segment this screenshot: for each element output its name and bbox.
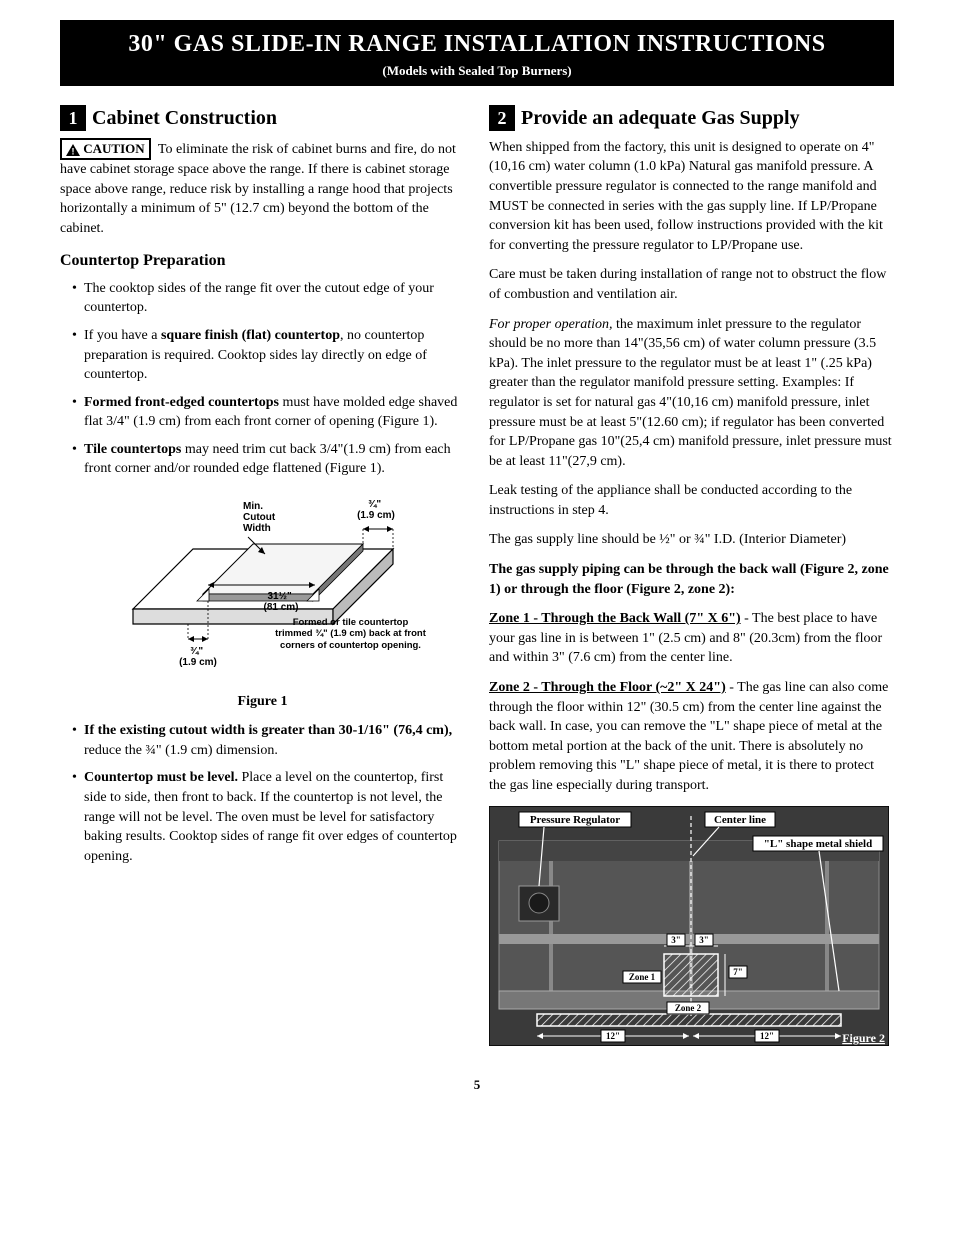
content-columns: 1 Cabinet Construction ! CAUTION To elim… bbox=[60, 104, 894, 1052]
figure-1: Min. Cutout Width ¾" (1.9 cm) 31½" (81 c… bbox=[60, 489, 465, 711]
countertop-list-2: If the existing cutout width is greater … bbox=[72, 721, 465, 866]
page-number: 5 bbox=[60, 1076, 894, 1094]
step-number-1: 1 bbox=[60, 105, 86, 131]
list-item: The cooktop sides of the range fit over … bbox=[72, 279, 465, 318]
caution-paragraph: ! CAUTION To eliminate the risk of cabin… bbox=[60, 138, 465, 239]
list-item: Tile countertops may need trim cut back … bbox=[72, 440, 465, 479]
gas-p4: Leak testing of the appliance shall be c… bbox=[489, 481, 894, 520]
gas-p6: The gas supply piping can be through the… bbox=[489, 560, 894, 599]
svg-text:!: ! bbox=[72, 146, 75, 156]
page-title: 30" GAS SLIDE-IN RANGE INSTALLATION INST… bbox=[60, 28, 894, 62]
fig1-min-cutout: Min. Cutout Width bbox=[243, 501, 278, 534]
fig1-dim-34-left: ¾" (1.9 cm) bbox=[179, 646, 217, 668]
right-column: 2 Provide an adequate Gas Supply When sh… bbox=[489, 104, 894, 1052]
warning-icon: ! bbox=[66, 144, 80, 156]
fig2-label-z2: Zone 2 bbox=[675, 1003, 702, 1013]
figure-1-svg: Min. Cutout Width ¾" (1.9 cm) 31½" (81 c… bbox=[93, 489, 433, 679]
list-item: Formed front-edged countertops must have… bbox=[72, 393, 465, 432]
section-2-title: Provide an adequate Gas Supply bbox=[521, 104, 800, 132]
fig2-dim-12b: 12" bbox=[760, 1031, 774, 1041]
list-item: If the existing cutout width is greater … bbox=[72, 721, 465, 760]
list-item: If you have a square finish (flat) count… bbox=[72, 326, 465, 385]
caution-label: CAUTION bbox=[83, 141, 144, 156]
countertop-prep-head: Countertop Preparation bbox=[60, 250, 465, 272]
fig2-label-z1: Zone 1 bbox=[629, 972, 656, 982]
fig2-label-pr: Pressure Regulator bbox=[530, 814, 620, 826]
gas-p2: Care must be taken during installation o… bbox=[489, 265, 894, 304]
step-number-2: 2 bbox=[489, 105, 515, 131]
zone-1-para: Zone 1 - Through the Back Wall (7" X 6")… bbox=[489, 609, 894, 668]
section-1-title: Cabinet Construction bbox=[92, 104, 277, 132]
fig2-dim-3a: 3" bbox=[671, 935, 681, 945]
fig2-label-ls: "L" shape metal shield bbox=[764, 838, 872, 850]
left-column: 1 Cabinet Construction ! CAUTION To elim… bbox=[60, 104, 465, 1052]
fig2-dim-12a: 12" bbox=[606, 1031, 620, 1041]
gas-p1: When shipped from the factory, this unit… bbox=[489, 138, 894, 256]
gas-p5: The gas supply line should be ½" or ¾" I… bbox=[489, 530, 894, 550]
fig1-note: Formed or tile countertop trimmed ¾" (1.… bbox=[273, 617, 428, 651]
section-1-head: 1 Cabinet Construction bbox=[60, 104, 465, 132]
fig1-dim-34-top: ¾" (1.9 cm) bbox=[357, 499, 395, 521]
section-2-head: 2 Provide an adequate Gas Supply bbox=[489, 104, 894, 132]
gas-p3: For proper operation, the maximum inlet … bbox=[489, 315, 894, 472]
figure-2: Pressure Regulator Center line "L" shape… bbox=[489, 806, 894, 1053]
countertop-list: The cooktop sides of the range fit over … bbox=[72, 279, 465, 479]
caution-badge: ! CAUTION bbox=[60, 138, 151, 160]
fig2-label-cl: Center line bbox=[714, 814, 766, 826]
fig1-dim-3112: 31½" (81 cm) bbox=[263, 591, 298, 613]
list-item: Countertop must be level. Place a level … bbox=[72, 768, 465, 866]
zone-2-para: Zone 2 - Through the Floor (~2" X 24") -… bbox=[489, 678, 894, 796]
page-subtitle: (Models with Sealed Top Burners) bbox=[60, 62, 894, 80]
header-bar: 30" GAS SLIDE-IN RANGE INSTALLATION INST… bbox=[60, 20, 894, 86]
figure-1-caption: Figure 1 bbox=[60, 692, 465, 712]
fig2-dim-7: 7" bbox=[733, 967, 743, 977]
figure-2-caption: Figure 2 bbox=[842, 1031, 885, 1045]
fig2-dim-3b: 3" bbox=[699, 935, 709, 945]
figure-2-svg: Pressure Regulator Center line "L" shape… bbox=[489, 806, 889, 1046]
